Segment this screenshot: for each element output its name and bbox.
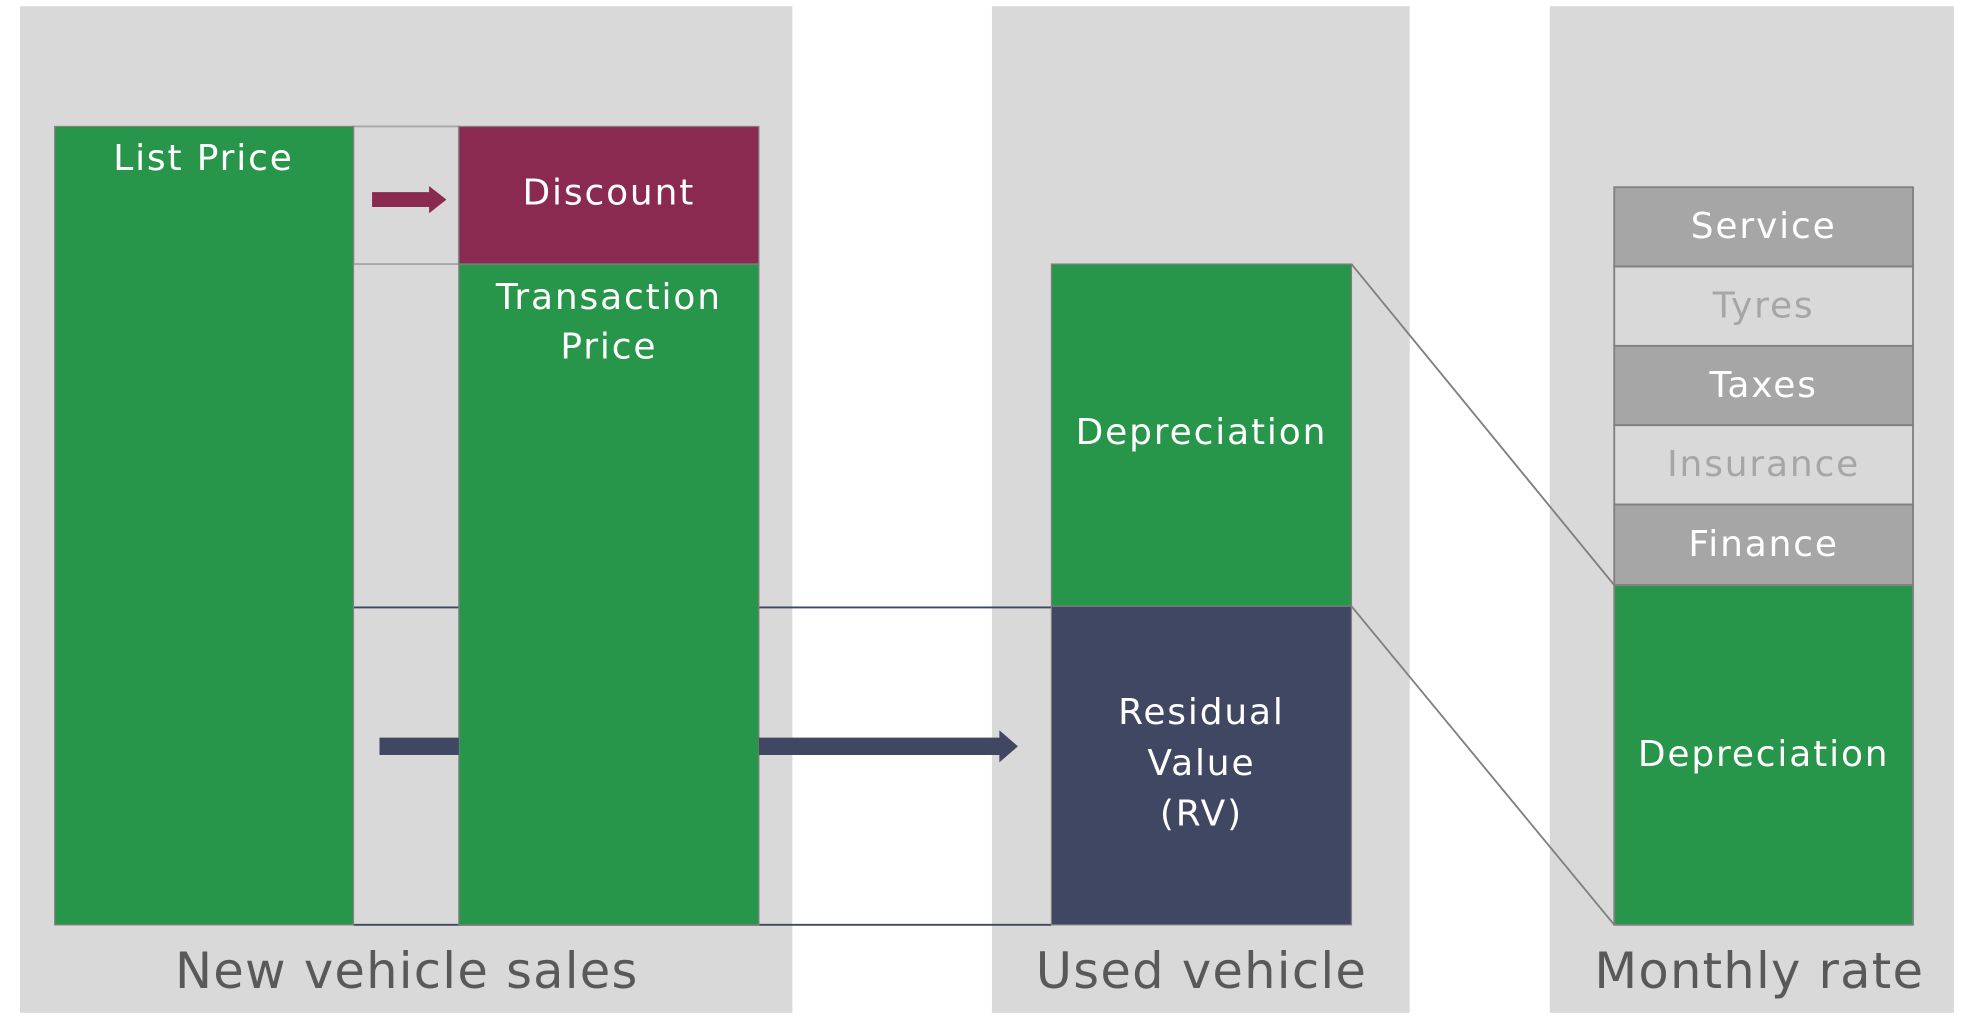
depreciation-box [1050, 263, 1353, 607]
stack-box [1613, 503, 1914, 587]
panel-label: New vehicle sales [175, 942, 639, 1000]
transaction-price-label: Transaction [495, 277, 722, 318]
stack-label: Finance [1688, 524, 1839, 565]
connector-line [1350, 605, 1615, 926]
panel-label: Used vehicle [1036, 942, 1367, 1000]
discount-label: Discount [523, 173, 696, 214]
discount-box [458, 125, 760, 265]
stack-box [1613, 265, 1914, 347]
stack-label: Depreciation [1638, 734, 1890, 775]
list-price-box [54, 125, 355, 926]
residual-value-box [1050, 605, 1353, 926]
stack-label: Tyres [1712, 285, 1815, 326]
residual-value-label: (RV) [1160, 794, 1243, 835]
depreciation-label: Depreciation [1076, 412, 1328, 453]
arrow [758, 730, 1018, 763]
arrow [372, 185, 447, 214]
stack-box [1613, 584, 1914, 926]
connector-line [1350, 263, 1615, 586]
arrow [379, 737, 459, 755]
transaction-price-box [458, 263, 760, 926]
stack-box [1613, 186, 1914, 268]
stack-label: Service [1691, 206, 1837, 247]
stack-label: Taxes [1708, 365, 1817, 406]
stack-box [1613, 344, 1914, 427]
residual-value-label: Value [1147, 743, 1255, 784]
monthly-rate-stack: Service Tyres Taxes Insurance Finance Depreci… [1613, 186, 1914, 926]
residual-value-label: Residual [1118, 692, 1285, 733]
stack-label: Insurance [1667, 444, 1860, 485]
list-price-label: List Price [113, 138, 294, 179]
panel-label: Monthly rate [1594, 942, 1924, 1000]
transaction-price-label: Price [560, 326, 657, 367]
